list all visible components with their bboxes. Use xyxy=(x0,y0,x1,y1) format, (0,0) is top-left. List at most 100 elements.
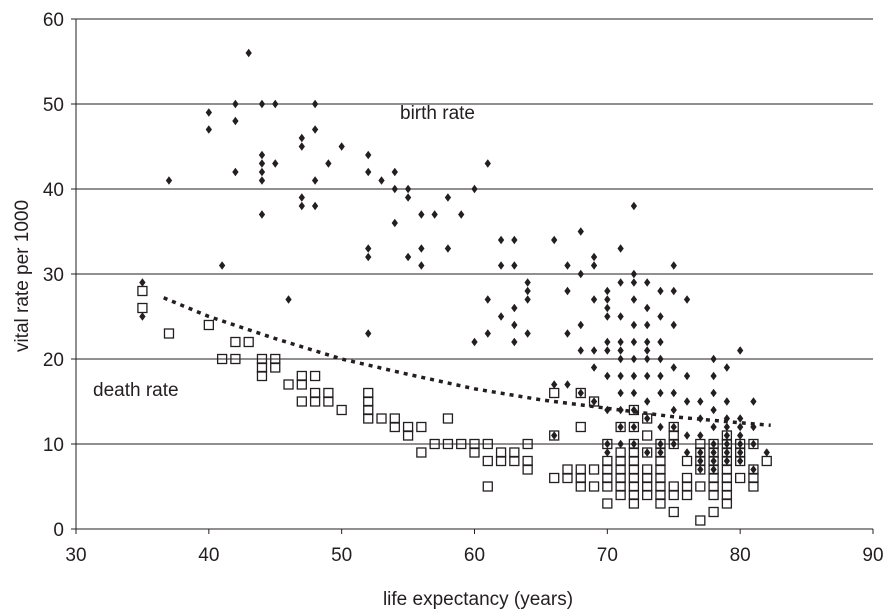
death-rate-point xyxy=(575,421,586,433)
birth-rate-point xyxy=(604,439,611,449)
birth-rate-point xyxy=(365,150,372,160)
death-rate-point xyxy=(256,370,268,382)
death-rate-point xyxy=(681,472,693,484)
death-rate-point xyxy=(309,370,321,382)
birth-rate-point xyxy=(298,193,305,202)
x-tick-label: 30 xyxy=(65,545,86,566)
birth-rate-point xyxy=(683,295,691,304)
death-rate-point xyxy=(748,472,759,484)
death-rate-point xyxy=(628,464,640,475)
death-rate-point xyxy=(296,379,307,390)
birth-rate-point xyxy=(723,422,731,432)
birth-rate-point xyxy=(524,329,531,338)
death-rate-point xyxy=(575,481,586,492)
death-rate-point xyxy=(681,481,693,492)
birth-rate-point xyxy=(497,261,505,270)
birth-rate-point xyxy=(577,320,584,330)
birth-rate-point xyxy=(524,295,531,304)
birth-rate-point xyxy=(311,176,319,185)
death-rate-point xyxy=(602,464,613,475)
birth-rate-point xyxy=(604,286,611,296)
birth-rate-point xyxy=(683,448,691,457)
birth-rate-point xyxy=(723,448,731,457)
death-rate-point xyxy=(628,447,640,458)
birth-rate-point xyxy=(630,439,638,449)
death-rate-point xyxy=(575,464,586,475)
death-rate-point xyxy=(549,430,560,441)
death-rate-point xyxy=(402,430,414,441)
birth-rate-point xyxy=(245,48,252,58)
death-rate-point xyxy=(522,455,533,467)
death-rate-point xyxy=(309,387,321,399)
death-rate-point xyxy=(203,319,214,331)
death-rate-point xyxy=(602,498,613,509)
death-rate-point xyxy=(721,498,733,509)
death-rate-point xyxy=(668,438,679,450)
birth-rate-point xyxy=(604,303,611,313)
death-rate-point xyxy=(376,413,387,424)
birth-rate-point xyxy=(617,439,624,449)
birth-rate-point xyxy=(258,159,266,168)
y-tick-label: 10 xyxy=(43,435,64,456)
birth-rate-point xyxy=(604,346,611,355)
death-rate-point xyxy=(748,481,759,492)
y-tick-label: 40 xyxy=(43,180,64,201)
death-rate-point xyxy=(681,489,693,501)
death-rate-point xyxy=(389,413,400,424)
birth-rate-point xyxy=(258,167,266,177)
death-rate-point xyxy=(655,498,666,509)
death-rate-point xyxy=(721,472,733,484)
death-rate-point xyxy=(442,413,454,424)
birth-rate-point xyxy=(723,431,731,440)
birth-rate-point xyxy=(497,235,505,245)
birth-rate-point xyxy=(697,465,704,474)
birth-rate-point xyxy=(737,456,744,466)
birth-rate-point xyxy=(617,244,624,253)
death-rate-series xyxy=(137,285,772,526)
birth-rate-point xyxy=(644,448,651,457)
death-rate-point xyxy=(615,464,626,475)
birth-rate-label: birth rate xyxy=(400,103,475,124)
birth-rate-point xyxy=(644,337,651,347)
death-rate-point xyxy=(429,438,440,450)
birth-rate-point xyxy=(564,329,571,338)
death-rate-point xyxy=(615,447,626,458)
death-rate-point xyxy=(642,430,653,441)
birth-rate-point xyxy=(710,422,717,432)
death-rate-point xyxy=(655,472,666,484)
y-tick-label: 0 xyxy=(53,520,64,541)
birth-rate-point xyxy=(617,337,624,347)
birth-rate-point xyxy=(710,448,717,457)
trend-line xyxy=(163,296,771,428)
birth-rate-point xyxy=(311,125,319,134)
birth-rate-point xyxy=(564,286,571,296)
y-tick-label: 30 xyxy=(43,265,64,286)
death-rate-point xyxy=(602,438,613,450)
death-rate-point xyxy=(575,387,586,399)
birth-rate-point xyxy=(258,99,266,109)
x-tick-label: 70 xyxy=(597,545,618,566)
birth-rate-point xyxy=(723,397,731,406)
birth-rate-point xyxy=(697,448,704,457)
death-rate-point xyxy=(695,481,706,492)
death-rate-point xyxy=(655,455,666,467)
birth-rate-point xyxy=(298,133,305,143)
death-rate-point xyxy=(137,285,148,297)
death-rate-point xyxy=(509,455,520,467)
birth-rate-point xyxy=(630,269,638,279)
birth-rate-point xyxy=(737,422,744,432)
birth-rate-point xyxy=(630,388,638,398)
death-rate-point xyxy=(588,396,600,407)
death-rate-point xyxy=(256,362,268,373)
birth-rate-point xyxy=(365,329,372,338)
birth-rate-point xyxy=(497,312,505,321)
birth-rate-point xyxy=(737,448,744,457)
y-tick-label: 50 xyxy=(43,95,64,116)
death-rate-point xyxy=(230,336,241,348)
birth-rate-point xyxy=(670,261,677,270)
birth-rate-point xyxy=(378,176,385,185)
birth-rate-point xyxy=(404,252,412,262)
birth-rate-point xyxy=(750,397,757,406)
death-rate-point xyxy=(655,489,666,501)
